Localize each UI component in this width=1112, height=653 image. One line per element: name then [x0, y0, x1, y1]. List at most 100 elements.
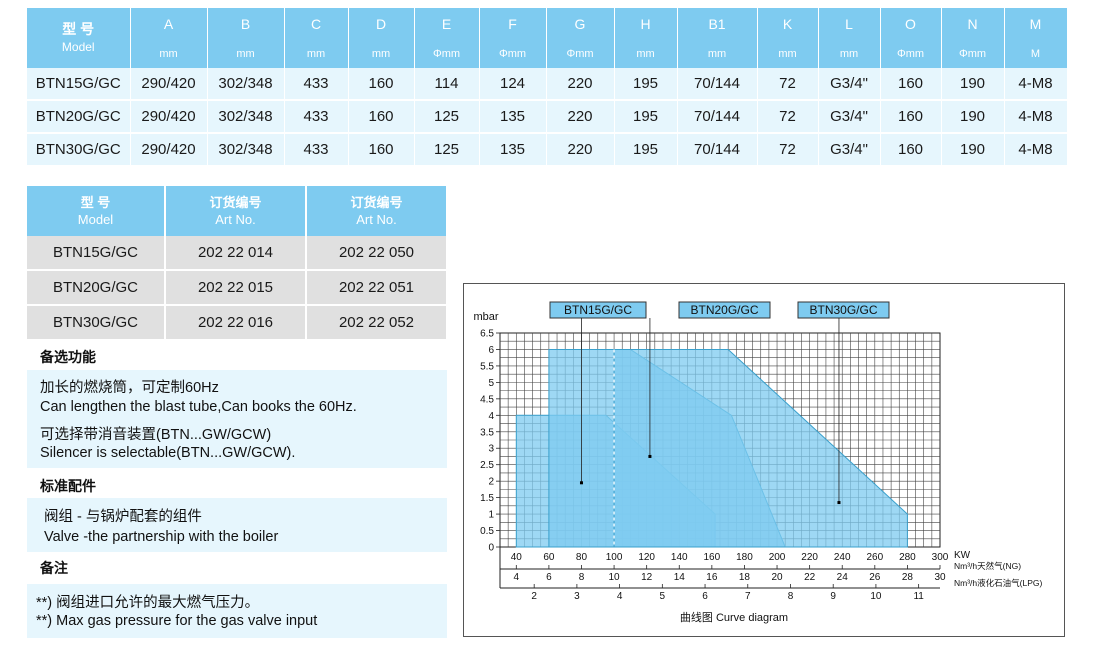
x-tick-label: 60 [543, 552, 555, 563]
table-cell: 195 [614, 68, 678, 101]
table-cell: 190 [941, 133, 1005, 167]
lpg-tick-label: 7 [745, 591, 751, 602]
table-cell: 290/420 [130, 100, 208, 134]
feature-line: 加长的燃烧筒，可定制60Hz [40, 380, 219, 396]
x-tick-label: 120 [638, 552, 655, 563]
table-cell: 290/420 [130, 133, 208, 167]
y-tick-label: 5 [488, 378, 494, 389]
header-en: Art No. [356, 212, 397, 227]
unit-cell: Φmm [880, 39, 942, 68]
model-header-cn: 型 号 [62, 20, 95, 37]
table-cell: 290/420 [130, 68, 208, 101]
y-tick-label: 4 [488, 411, 494, 422]
x-axis-label: KW [954, 550, 971, 561]
table-cell: 302/348 [207, 100, 285, 134]
art-no-cell: 202 22 014 [165, 236, 307, 271]
col-h-header: H [614, 8, 678, 39]
col-m-header: M [1004, 8, 1068, 39]
curve-diagram: BTN15G/GC BTN20G/GC BTN30G/GC mbar 0 0.5 1 1.5 2… [463, 283, 1065, 637]
table-cell: 125 [414, 100, 480, 134]
series-legend-box [549, 301, 647, 319]
x-tick-label: 280 [899, 552, 916, 563]
table-cell: 160 [880, 100, 942, 134]
unit-cell: Φmm [479, 39, 547, 68]
unit-cell: mm [818, 39, 881, 68]
y-tick-label: 3.5 [480, 427, 494, 438]
x-tick-label: 300 [932, 552, 949, 563]
series-legend-label: BTN15G/GC [564, 303, 632, 317]
lpg-tick-label: 8 [788, 591, 794, 602]
optional-features-title: 备选功能 [40, 349, 96, 365]
art-no-cell: 202 22 050 [306, 236, 448, 271]
note-line: **) Max gas pressure for the gas valve i… [36, 613, 318, 629]
table-cell: 124 [479, 68, 547, 101]
col-b-header: B [207, 8, 285, 39]
standard-parts-box [27, 498, 447, 552]
lpg-tick-label: 11 [913, 591, 924, 602]
col-n-header: N [941, 8, 1005, 39]
table-cell: 160 [348, 100, 415, 134]
series-legend-box [797, 301, 890, 319]
model-cell: BTN15G/GC [27, 236, 166, 271]
x-tick-label: 100 [606, 552, 623, 563]
curve-diagram-svg: BTN15G/GC BTN20G/GC BTN30G/GC mbar 0 0.5 1 1.5 2… [473, 301, 1042, 624]
dimension-unit-row: mm mm mm mm Φmm Φmm Φmm mm mm mm mm Φmm … [27, 39, 1068, 68]
ng-tick-label: 16 [706, 572, 718, 583]
series-legend-label: BTN20G/GC [690, 303, 758, 317]
feature-line: Silencer is selectable(BTN...GW/GCW). [40, 445, 296, 461]
table-cell: G3/4" [818, 100, 881, 134]
ng-tick-label: 10 [609, 572, 621, 583]
col-e-header: E [414, 8, 480, 39]
table-cell: 302/348 [207, 68, 285, 101]
model-cell: BTN30G/GC [27, 305, 166, 341]
unit-cell: M [1004, 39, 1068, 68]
table-cell: 220 [546, 68, 615, 101]
series-marker [837, 501, 841, 505]
col-b1-header: B1 [677, 8, 758, 39]
table-cell: 433 [284, 100, 349, 134]
unit-cell: Φmm [941, 39, 1005, 68]
art-no-cell: 202 22 015 [165, 270, 307, 306]
table-row: BTN20G/GC 290/420 302/348 433 160 125 13… [27, 100, 1068, 134]
lpg-tick-label: 2 [531, 591, 537, 602]
table-cell: 195 [614, 133, 678, 167]
y-tick-label: 4.5 [480, 394, 494, 405]
art-header-row: 型 号 Model 订货编号 Art No. 订货编号 Art No. [27, 186, 448, 236]
series-marker [579, 481, 583, 485]
notes-title: 备注 [40, 560, 68, 576]
unit-cell: Φmm [414, 39, 480, 68]
unit-cell: mm [207, 39, 285, 68]
table-cell: 125 [414, 133, 480, 167]
feature-line: 可选择带消音装置(BTN...GW/GCW) [40, 427, 272, 443]
y-tick-label: 5.5 [480, 361, 494, 372]
table-cell: G3/4" [818, 68, 881, 101]
dimension-header-row: 型 号 Model A B C D E F G H B1 K L O N M [27, 8, 1068, 68]
table-cell: G3/4" [818, 133, 881, 167]
ng-tick-label: 22 [804, 572, 816, 583]
x-tick-label: 140 [671, 552, 688, 563]
y-tick-label: 3 [488, 444, 494, 455]
table-row: BTN15G/GC 202 22 014 202 22 050 [27, 236, 448, 271]
table-cell: 195 [614, 100, 678, 134]
series-legend-box [678, 301, 771, 319]
model-cell: BTN20G/GC [27, 100, 131, 134]
y-axis-label: mbar [473, 311, 498, 323]
unit-cell: mm [614, 39, 678, 68]
ng-tick-label: 20 [771, 572, 783, 583]
ng-tick-label: 8 [579, 572, 585, 583]
lpg-tick-label: 5 [660, 591, 666, 602]
optional-features-box [27, 370, 447, 468]
header-cn: 型 号 [80, 195, 111, 210]
notes-box [27, 584, 447, 638]
ng-tick-label: 24 [837, 572, 849, 583]
unit-cell: mm [757, 39, 819, 68]
col-o-header: O [880, 8, 942, 39]
table-cell: 190 [941, 100, 1005, 134]
art-no-cell: 202 22 016 [165, 305, 307, 341]
standard-parts-title: 标准配件 [40, 478, 96, 494]
art-no-cell: 202 22 051 [306, 270, 448, 306]
series-marker [648, 454, 652, 458]
y-tick-label: 1 [488, 510, 494, 521]
y-tick-label: 2 [488, 477, 494, 488]
y-tick-label: 0 [488, 543, 494, 554]
